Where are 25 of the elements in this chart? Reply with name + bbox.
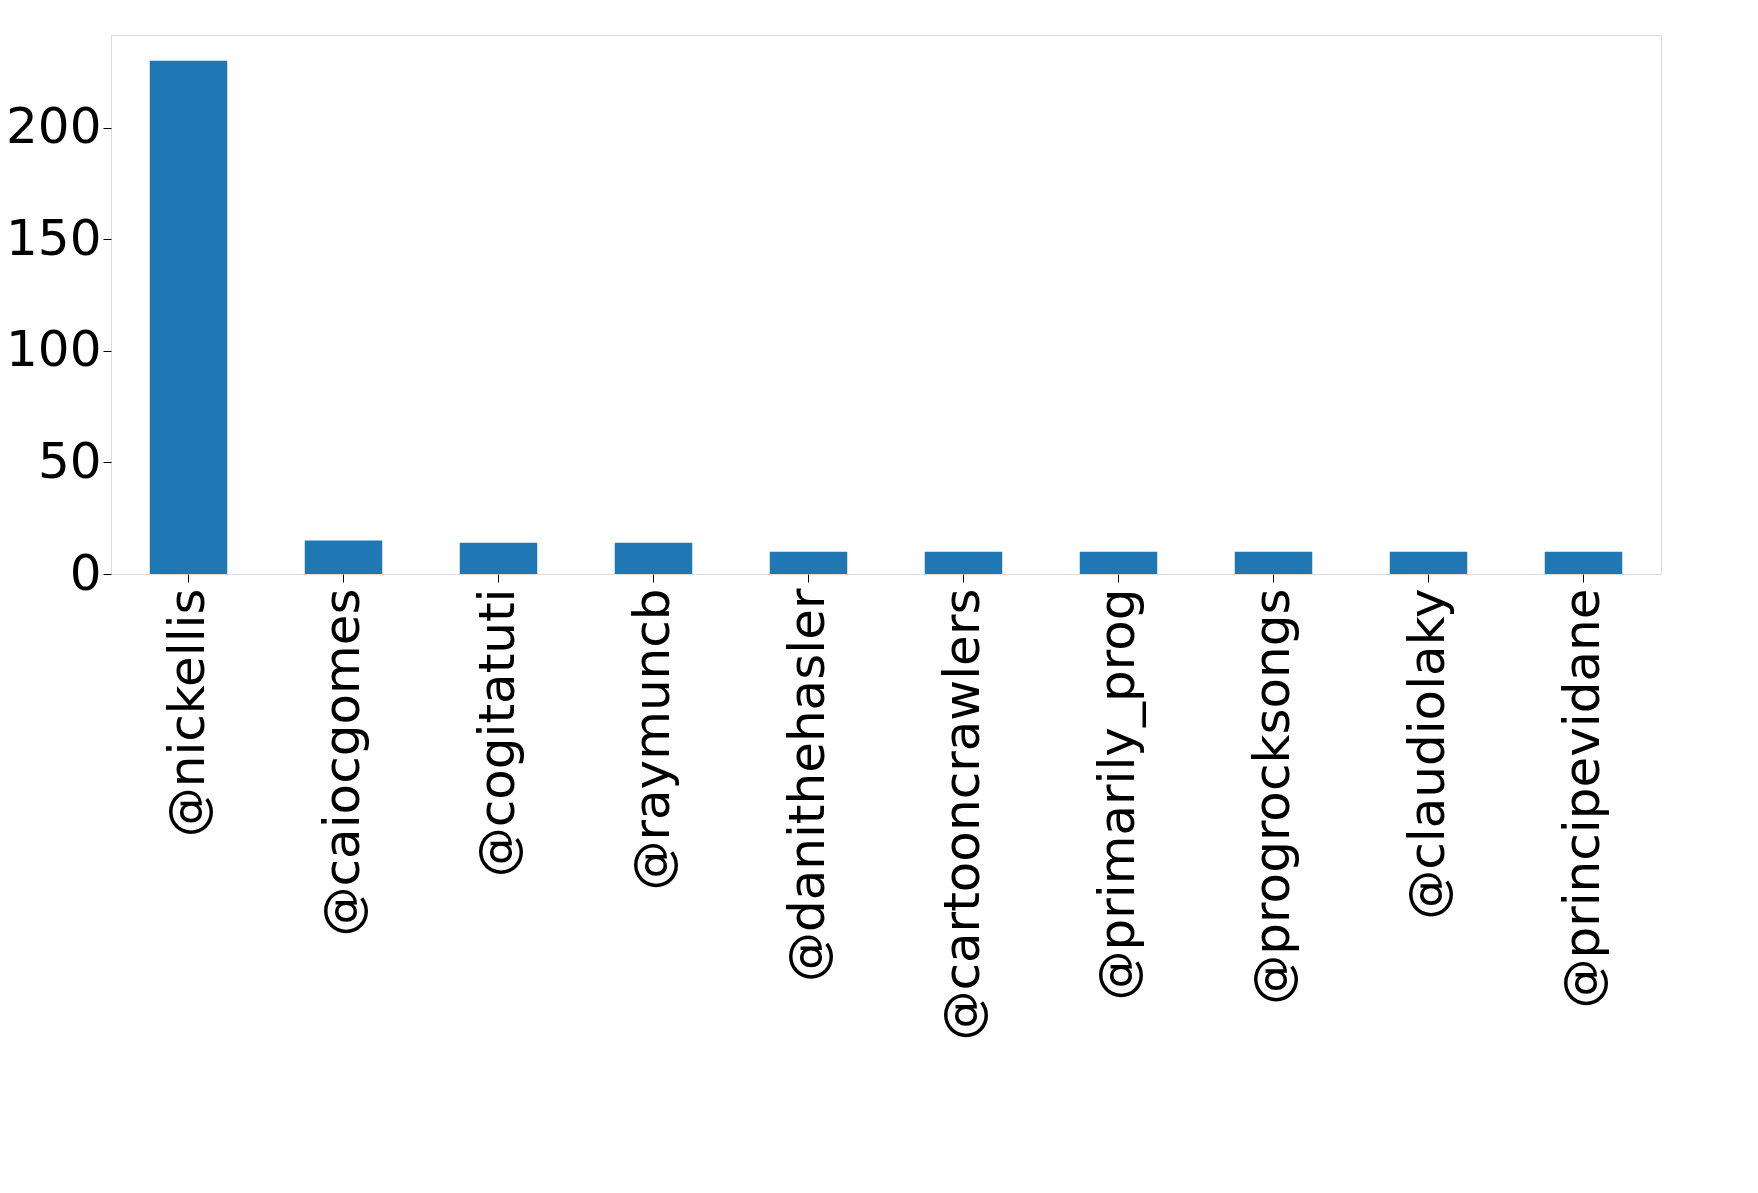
y-tick-label: 50 [37,431,102,490]
x-tick-label: @progrocksongs [1242,588,1301,1005]
x-tick-label: @claudiolaky [1397,588,1456,920]
y-tick-label: 0 [69,543,102,602]
bar [304,540,383,574]
x-tick-label: @primarily_prog [1087,588,1146,1001]
bar [924,551,1003,574]
bar [1389,551,1468,574]
y-tick-label: 150 [6,208,102,267]
x-tick-label: @nickellis [157,588,216,838]
x-tick-label: @principevidane [1552,588,1611,1009]
x-tick-label: @cartooncrawlers [932,588,991,1041]
bar [1544,551,1623,574]
x-tick-label: @danithehasler [777,588,836,983]
bar [1079,551,1158,574]
bar [459,542,538,574]
x-tick-label: @caiocgomes [312,588,371,937]
bar [769,551,848,574]
bar [149,60,228,574]
x-tick-label: @raymuncb [622,588,681,891]
y-tick-label: 200 [6,97,102,156]
y-tick-label: 100 [6,320,102,379]
bar [1234,551,1313,574]
x-tick-label: @cogitatuti [467,588,526,878]
bar [614,542,693,574]
